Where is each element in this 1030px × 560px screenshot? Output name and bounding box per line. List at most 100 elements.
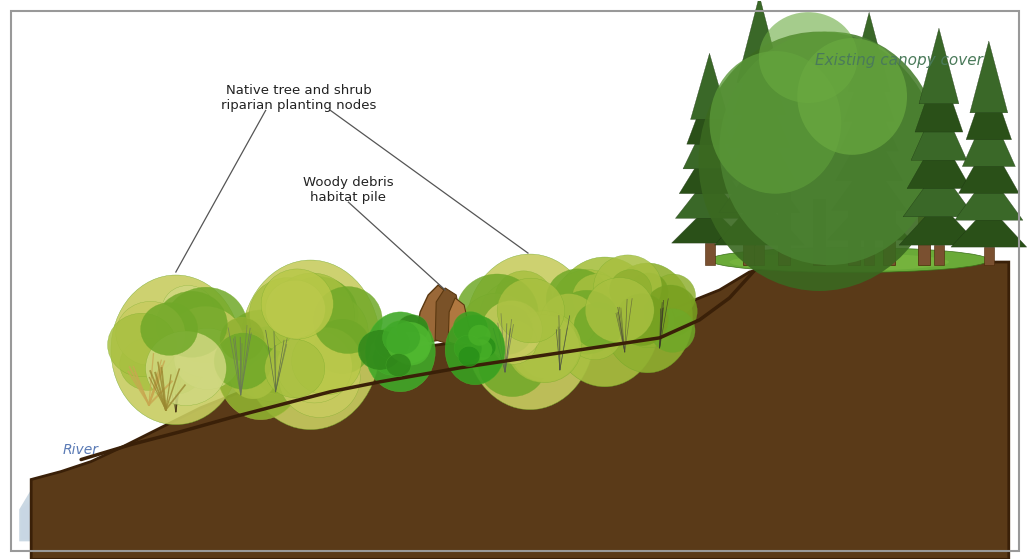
Polygon shape (903, 167, 974, 217)
Ellipse shape (622, 297, 675, 348)
Text: Woody debris
habitat pile: Woody debris habitat pile (303, 176, 393, 204)
Ellipse shape (564, 293, 611, 337)
Ellipse shape (415, 323, 475, 341)
Ellipse shape (111, 275, 241, 424)
Polygon shape (839, 85, 898, 151)
Ellipse shape (313, 287, 382, 353)
Polygon shape (679, 144, 740, 194)
Ellipse shape (455, 274, 539, 353)
Ellipse shape (729, 253, 949, 271)
Ellipse shape (527, 315, 578, 363)
Ellipse shape (481, 300, 542, 359)
Polygon shape (687, 83, 732, 144)
Polygon shape (672, 206, 748, 243)
Bar (864, 240, 874, 265)
Bar (744, 206, 755, 265)
Ellipse shape (142, 323, 212, 387)
Bar (814, 199, 825, 265)
Ellipse shape (546, 269, 610, 329)
Polygon shape (962, 107, 1016, 166)
Ellipse shape (288, 293, 369, 371)
Ellipse shape (119, 338, 176, 390)
Polygon shape (31, 262, 1008, 559)
Ellipse shape (637, 303, 672, 337)
Ellipse shape (469, 325, 490, 346)
Bar (883, 204, 895, 265)
Bar (705, 243, 715, 265)
Polygon shape (719, 156, 799, 213)
Bar (779, 192, 790, 265)
Ellipse shape (552, 269, 623, 337)
Ellipse shape (156, 291, 228, 357)
Polygon shape (732, 35, 786, 115)
Polygon shape (448, 298, 470, 346)
Polygon shape (848, 12, 890, 92)
Ellipse shape (603, 263, 692, 373)
Ellipse shape (382, 320, 420, 355)
Ellipse shape (265, 339, 324, 398)
Ellipse shape (491, 320, 537, 364)
Ellipse shape (466, 254, 594, 410)
Polygon shape (676, 175, 744, 218)
Polygon shape (683, 114, 736, 169)
Ellipse shape (220, 318, 265, 361)
Ellipse shape (215, 310, 306, 419)
Ellipse shape (278, 312, 355, 388)
Ellipse shape (141, 303, 198, 356)
Ellipse shape (229, 318, 315, 402)
Ellipse shape (510, 315, 580, 382)
Ellipse shape (277, 330, 352, 403)
Ellipse shape (219, 337, 270, 386)
Ellipse shape (314, 319, 371, 374)
Text: Native tree and shrub
riparian planting nodes: Native tree and shrub riparian planting … (220, 85, 376, 113)
Ellipse shape (478, 330, 547, 396)
Ellipse shape (270, 273, 354, 356)
Ellipse shape (480, 280, 555, 353)
Polygon shape (919, 28, 959, 104)
Ellipse shape (651, 274, 695, 318)
Ellipse shape (167, 306, 244, 377)
Text: River: River (63, 442, 99, 456)
Ellipse shape (174, 328, 241, 390)
Ellipse shape (107, 313, 176, 377)
Ellipse shape (574, 302, 623, 349)
Ellipse shape (459, 293, 535, 366)
Ellipse shape (241, 260, 380, 430)
Ellipse shape (759, 12, 858, 103)
Ellipse shape (644, 285, 697, 337)
Ellipse shape (386, 322, 432, 363)
Ellipse shape (540, 293, 597, 348)
Bar (754, 245, 764, 265)
Ellipse shape (521, 334, 568, 378)
Ellipse shape (148, 344, 203, 394)
Polygon shape (690, 53, 728, 119)
Ellipse shape (250, 326, 285, 360)
Polygon shape (415, 285, 452, 342)
Ellipse shape (445, 315, 505, 385)
Ellipse shape (256, 356, 296, 394)
Polygon shape (22, 472, 141, 539)
Ellipse shape (453, 311, 488, 344)
Polygon shape (20, 465, 161, 542)
Ellipse shape (261, 269, 334, 339)
Ellipse shape (797, 38, 907, 155)
Polygon shape (736, 0, 782, 82)
Ellipse shape (573, 274, 622, 321)
Ellipse shape (495, 271, 552, 326)
Ellipse shape (710, 51, 842, 194)
Ellipse shape (232, 329, 266, 363)
Polygon shape (844, 49, 894, 122)
Polygon shape (899, 202, 978, 245)
Ellipse shape (366, 312, 436, 392)
Ellipse shape (162, 286, 214, 333)
Ellipse shape (358, 330, 402, 370)
Ellipse shape (720, 31, 939, 265)
Ellipse shape (470, 339, 492, 360)
Ellipse shape (393, 332, 430, 365)
Polygon shape (835, 122, 902, 181)
Ellipse shape (375, 326, 410, 360)
Ellipse shape (473, 336, 495, 358)
Ellipse shape (610, 269, 652, 311)
Ellipse shape (593, 255, 662, 320)
Ellipse shape (386, 354, 411, 376)
